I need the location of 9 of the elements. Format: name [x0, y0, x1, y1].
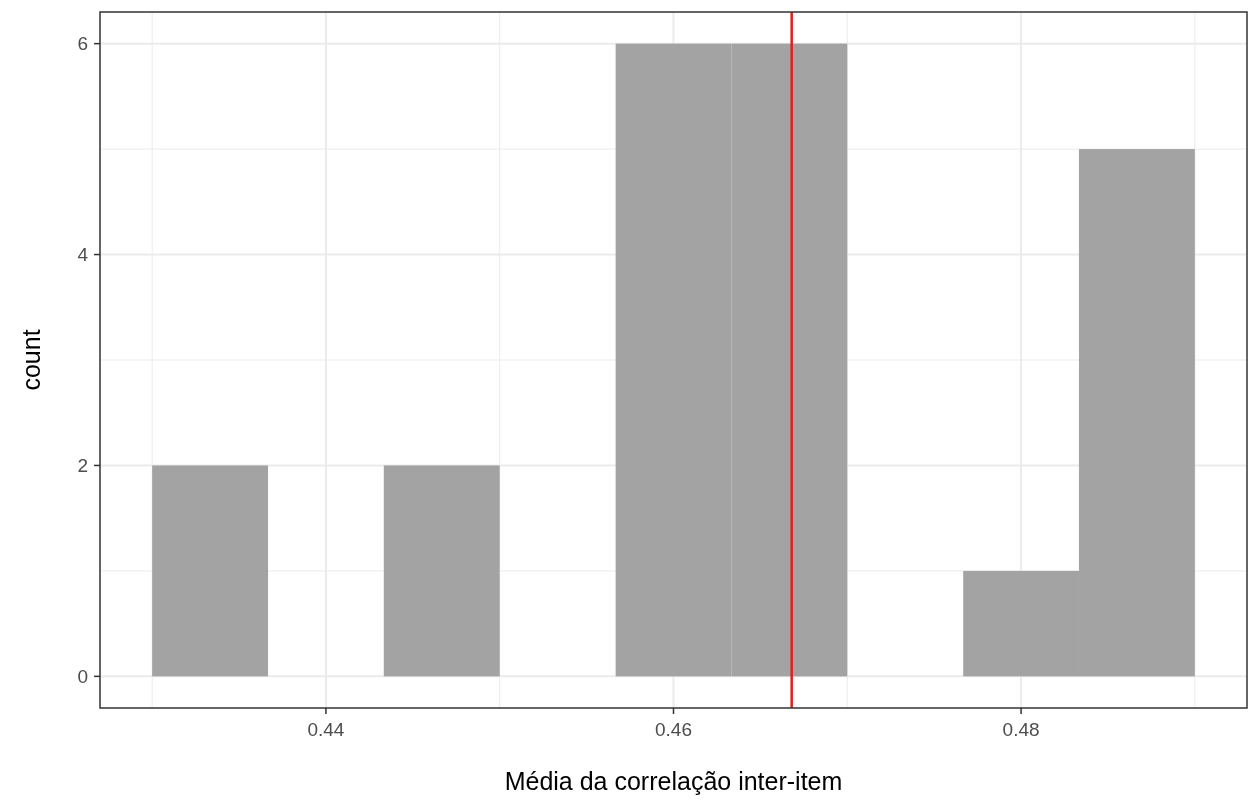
x-tick-label: 0.46 [655, 719, 692, 740]
x-tick-label: 0.48 [1002, 719, 1040, 740]
y-axis-title: count [17, 329, 45, 391]
y-tick-label: 6 [77, 33, 88, 55]
y-tick-label: 4 [77, 244, 89, 266]
x-axis-title: Média da correlação inter-item [504, 767, 843, 795]
x-tick-label: 0.44 [307, 719, 345, 740]
y-tick-label: 2 [77, 455, 88, 477]
y-tick-label: 0 [77, 666, 88, 688]
